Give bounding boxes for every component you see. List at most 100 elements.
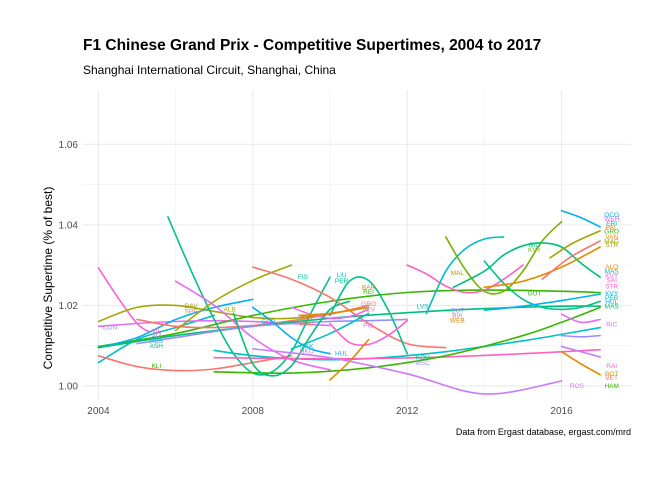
series-lines [97,209,601,395]
driver-label: KVY [605,273,619,280]
driver-label: LVS [417,304,429,311]
driver-label: KOV [416,355,430,362]
driver-label: ALB [223,306,235,313]
series-line [174,264,293,332]
driver-label: SUT [300,316,313,323]
driver-label: DAV [185,303,199,310]
series-line [174,280,331,371]
driver-label: ERI [606,220,617,227]
chart-title: F1 Chinese Grand Prix - Competitive Supe… [83,37,542,54]
driver-label: BOT [605,371,618,378]
driver-label: STR [605,283,618,290]
driver-label: SAI [606,277,617,284]
driver-label: KLI [151,363,161,370]
x-tick-label: 2004 [87,406,110,417]
x-tick-label: 2008 [242,406,265,417]
series-line [483,246,601,289]
gridlines [83,90,631,400]
series-line [483,293,601,312]
driver-label: ROS [570,383,585,390]
driver-label: RAI [606,363,617,370]
driver-label: RIC [606,321,618,328]
series-line [452,242,601,289]
driver-label: SPE [185,308,199,315]
series-line [541,240,601,281]
driver-label: MSC [415,360,430,367]
x-tick-label: 2012 [396,406,419,417]
driver-label: PAL [606,224,618,231]
series-line [290,312,370,350]
driver-label: MAL [451,270,465,277]
x-tick-label: 2016 [550,406,573,417]
driver-label: VET [605,375,618,382]
driver-label: WEB [450,317,465,324]
driver-label: PER [605,295,619,302]
series-line [560,345,601,358]
driver-label: VIL [151,328,161,335]
series-line [252,306,331,355]
driver-label: BOU [300,321,314,328]
driver-label: PER [335,278,349,285]
series-line [298,307,362,317]
y-tick-label: 1.02 [59,301,79,312]
driver-label: REI [363,289,374,296]
series-line [97,289,601,348]
driver-label: VEV [362,306,376,313]
chart-subtitle: Shanghai International Circuit, Shanghai… [83,63,336,77]
y-tick-label: 1.06 [59,140,79,151]
driver-label: MAG [604,238,619,245]
driver-label: HAM [604,383,618,390]
series-line [560,209,601,228]
driver-label: RSS [150,338,164,345]
driver-label: HUL [605,299,618,306]
driver-label: KVY [605,290,619,297]
series-line [560,313,601,324]
y-tick-label: 1.04 [59,220,79,231]
driver-label: GRO [604,229,619,236]
driver-label: HKO [300,349,314,356]
axis-ticks: 2004 2008 2012 2016 1.00 1.02 1.04 1.06 [59,140,574,417]
driver-label: MAS [605,304,620,311]
driver-label: MAS [605,269,620,276]
series-line [290,306,370,320]
series-line [406,264,524,294]
driver-label: GIO [529,242,541,249]
series-line [97,267,150,333]
driver-label: KVY [528,247,542,254]
driver-label: NAK [300,343,314,350]
series-line [329,319,408,347]
series-line [425,236,505,315]
driver-label: CON [103,325,118,332]
driver-label: PIZ [151,333,161,340]
series-line [97,354,293,372]
series-line [549,230,601,259]
series-line [483,260,601,311]
chart-caption: Data from Ergast database, ergast.com/mr… [455,427,631,437]
series-line [560,350,601,376]
series-line [329,276,408,355]
driver-label: OCO [604,212,619,219]
series-line [213,348,601,360]
series-line [213,306,601,374]
driver-label: LIU [337,272,347,279]
driver-label: ALO [605,264,618,271]
series-line [560,334,601,338]
driver-label: GLO [261,319,275,326]
driver-label: FIS [298,274,309,281]
series-line [97,298,254,349]
driver-label: BIA [452,312,463,319]
driver-label: VAN [605,234,618,241]
driver-label: ASH [150,343,164,350]
driver-label: PIC [363,323,374,330]
driver-label: GUT [528,290,542,297]
y-axis-title: Competitive Supertime (% of best) [41,187,55,370]
driver-label: WEH [604,216,619,223]
driver-label: GRO [361,301,376,308]
series-line [252,348,563,395]
series-line [444,220,563,295]
driver-label: GUT [450,308,464,315]
driver-label: BAR [362,284,376,291]
driver-label: HUL [335,351,348,358]
